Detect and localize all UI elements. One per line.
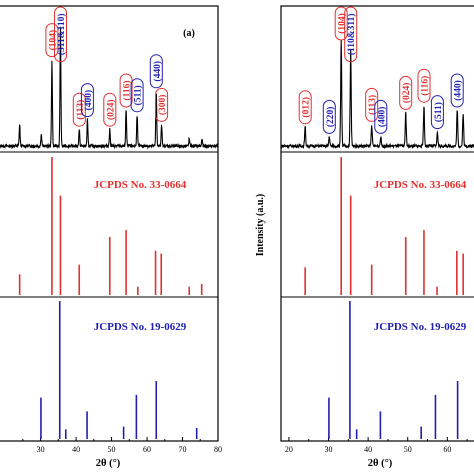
x-tick-label: 30: [37, 445, 45, 454]
x-tick-label: 20: [285, 445, 293, 454]
hkl-annotation: (024): [103, 92, 117, 127]
hkl-ellipse: [450, 73, 464, 108]
hkl-ellipse: [119, 73, 133, 108]
y-axis-label: Intensity (a.u.): [255, 194, 266, 257]
hkl-label: (440): [152, 61, 163, 82]
hkl-ellipse: [365, 87, 379, 122]
hkl-ellipse: [344, 6, 358, 63]
x-tick-label: 50: [404, 445, 412, 454]
hkl-ellipse: [54, 6, 67, 63]
hkl-label: (300): [157, 95, 168, 116]
x-tick-label: 40: [364, 445, 372, 454]
x-tick-label: 60: [443, 445, 451, 454]
reference_1-label: JCPDS No. 33-0664: [94, 179, 187, 191]
hkl-label: (511): [433, 102, 444, 122]
hkl-annotation: (024): [399, 75, 413, 110]
hkl-ellipse: [374, 99, 388, 134]
hkl-label: (511): [133, 85, 144, 105]
hkl-annotation: (511): [430, 95, 444, 130]
hkl-annotation: (440): [149, 54, 163, 89]
hkl-label: (110&311): [346, 13, 357, 55]
hkl-annotation: (400): [80, 83, 94, 118]
hkl-annotation: (300): [155, 87, 169, 122]
hkl-label: (024): [105, 99, 116, 120]
left-chart-panel: 30 40 50 60 70 80 2θ (°) (a) (104)(311&110) (113)…: [0, 5, 222, 469]
x-tick-label: 60: [143, 445, 151, 454]
x-tick-label: 50: [108, 445, 116, 454]
hkl-label: (113): [75, 100, 86, 120]
reference_2-label: JCPDS No. 19-0629: [94, 321, 187, 333]
panel-tag: (a): [183, 28, 195, 39]
hkl-annotation: (110&311): [344, 6, 358, 63]
hkl-ellipse: [399, 75, 413, 110]
hkl-label: (220): [325, 107, 336, 128]
x-tick-label: 30: [325, 445, 333, 454]
hkl-annotation: (440): [450, 73, 464, 108]
hkl-ellipse: [130, 78, 144, 113]
hkl-label: (116): [420, 76, 431, 96]
right-chart-panel: 20 30 40 50 60 2θ (°) Intensity (a.u.) (012) (22…: [255, 5, 474, 469]
hkl-ellipse: [45, 23, 59, 58]
hkl-annotation: (104): [334, 6, 348, 41]
hkl-ellipse: [417, 68, 431, 103]
x-tick-label: 70: [179, 445, 187, 454]
hkl-label: (113): [367, 95, 378, 115]
hkl-label: (400): [376, 107, 387, 128]
x-axis-label: 2θ (°): [96, 458, 121, 469]
plot-frame: [280, 5, 474, 442]
hkl-label: (400): [83, 90, 94, 111]
x-axis-label: 2θ (°): [368, 458, 393, 469]
hkl-label: (116): [122, 80, 133, 100]
hkl-annotation: (012): [298, 90, 312, 125]
hkl-annotation: (113): [72, 92, 86, 127]
hkl-annotation: (104): [45, 23, 59, 58]
hkl-label: (024): [401, 83, 412, 104]
hkl-ellipse: [80, 83, 94, 118]
reference_2-label: JCPDS No. 19-0629: [374, 321, 467, 333]
hkl-annotation: (311&110): [54, 6, 67, 63]
hkl-ellipse: [298, 90, 312, 125]
reference_1-label: JCPDS No. 33-0664: [374, 179, 467, 191]
hkl-ellipse: [155, 87, 169, 122]
hkl-label: (012): [301, 97, 312, 118]
hkl-ellipse: [430, 95, 444, 130]
x-tick-label: 40: [72, 445, 80, 454]
hkl-annotation: (113): [365, 87, 379, 122]
hkl-ellipse: [334, 6, 348, 41]
plot-frame: [0, 5, 219, 442]
hkl-annotation: (511): [130, 78, 144, 113]
hkl-label: (311&110): [56, 13, 67, 55]
hkl-annotation: (400): [374, 99, 388, 134]
hkl-label: (440): [453, 80, 464, 101]
hkl-ellipse: [103, 92, 117, 127]
hkl-annotation: (116): [119, 73, 133, 108]
hkl-annotation: (220): [322, 99, 336, 134]
hkl-ellipse: [149, 54, 163, 89]
hkl-label: (104): [47, 30, 58, 51]
hkl-annotation: (116): [417, 68, 431, 103]
x-tick-label: 80: [214, 445, 222, 454]
hkl-ellipse: [72, 92, 86, 127]
xrd-pattern-line: [0, 26, 219, 150]
xrd-pattern-line: [280, 39, 474, 150]
hkl-ellipse: [322, 99, 336, 134]
hkl-label: (104): [337, 13, 348, 34]
